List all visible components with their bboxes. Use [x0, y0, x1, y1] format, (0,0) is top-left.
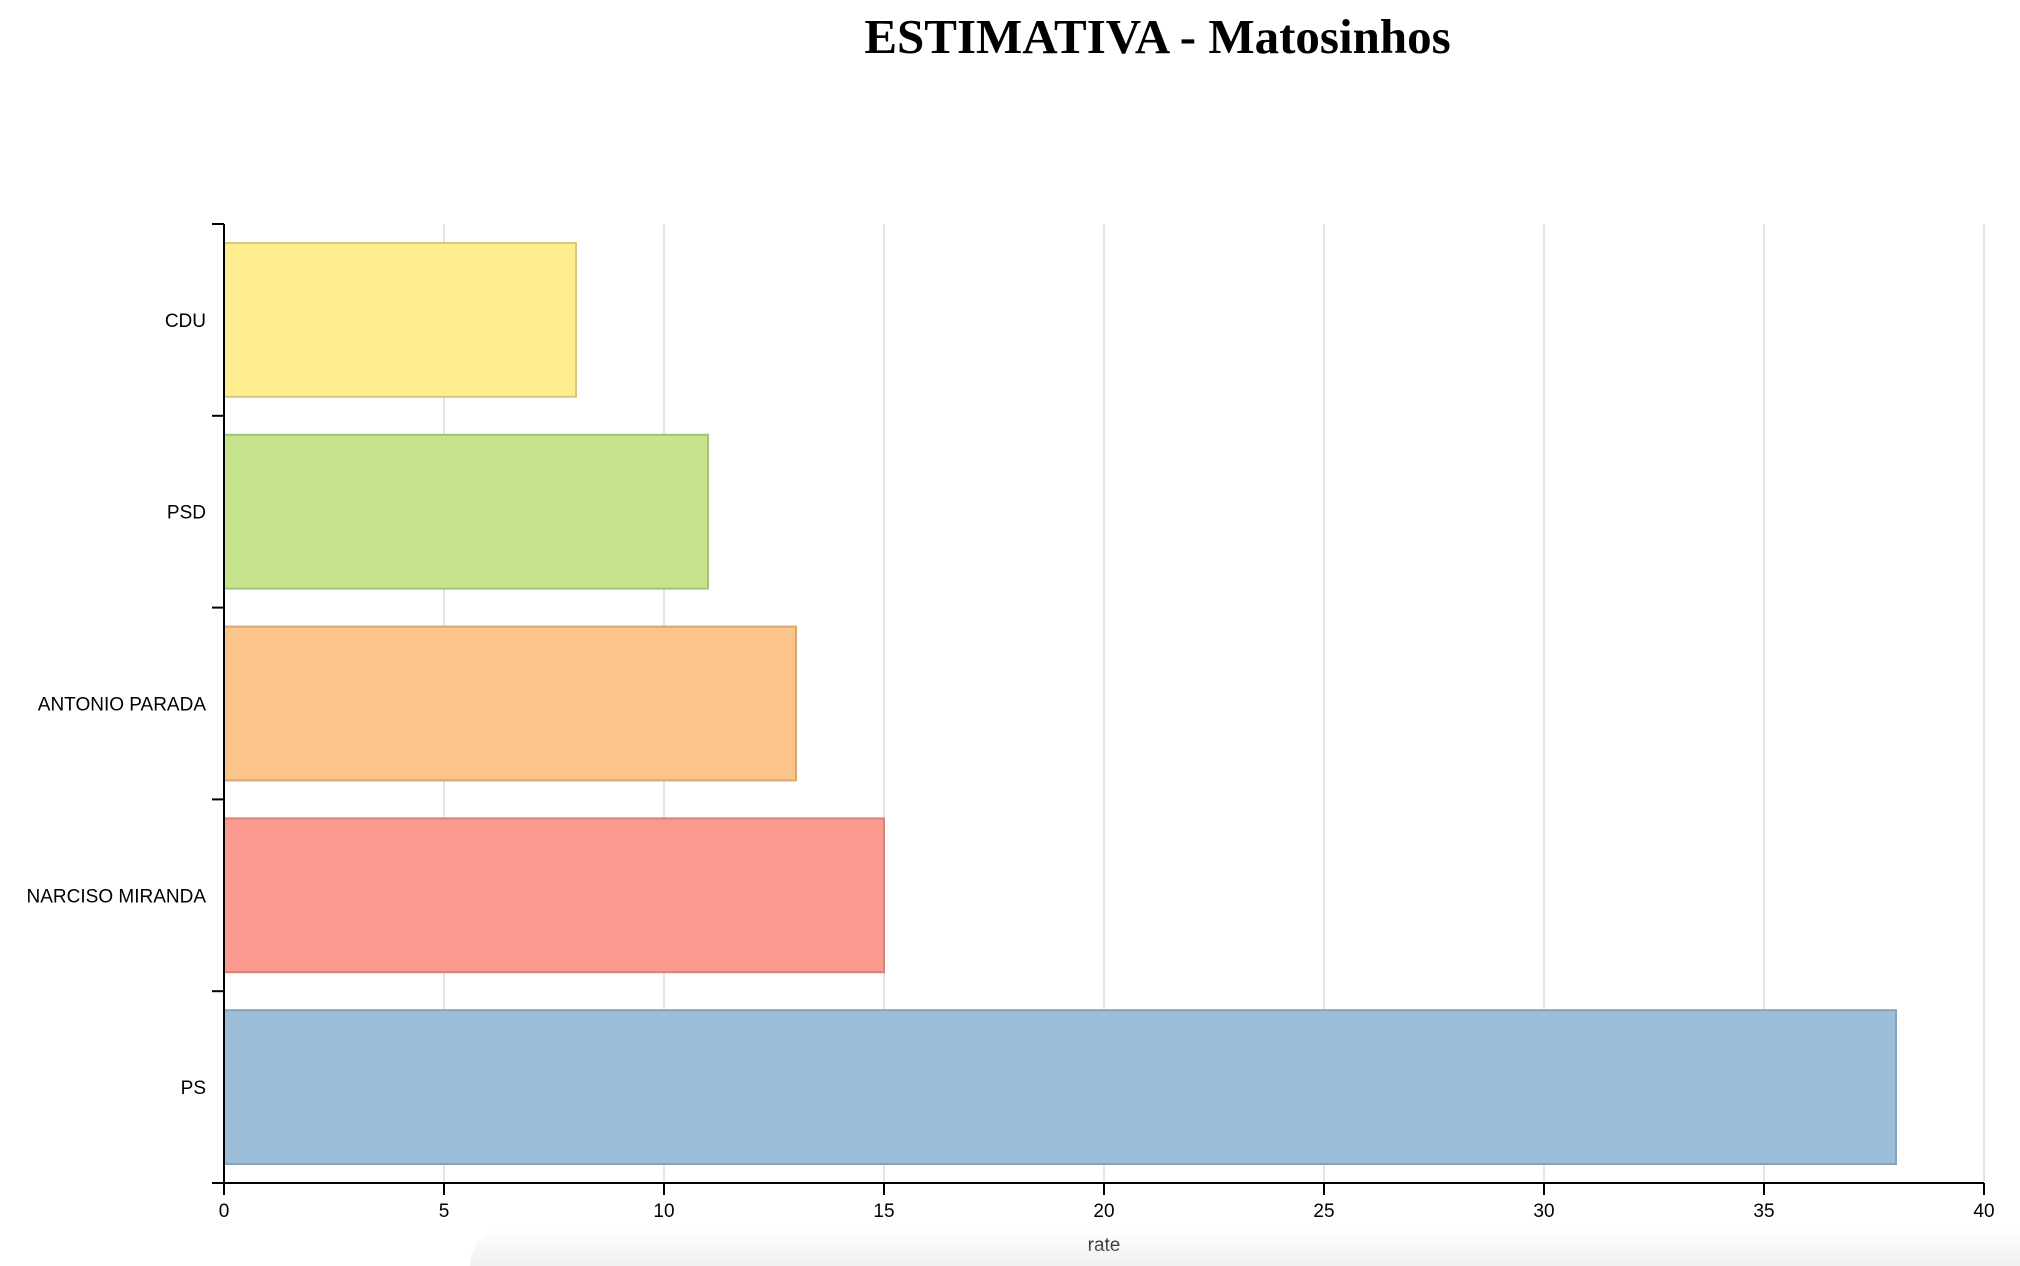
x-tick-label: 0	[219, 1201, 230, 1222]
y-tick-label: ANTONIO PARADA	[38, 695, 207, 716]
bar-antonio-parada	[223, 625, 797, 782]
x-axis: 0 5 10 15 20 25 30 35 40	[219, 1182, 1995, 1222]
window-edge-shadow	[470, 1226, 2020, 1266]
bars	[223, 242, 1897, 1166]
y-tick-label: CDU	[165, 311, 206, 332]
x-tick-label: 15	[873, 1201, 894, 1222]
y-tick-label: PSD	[167, 503, 206, 524]
y-tick-label: NARCISO MIRANDA	[27, 886, 207, 907]
x-tick-label: 40	[1973, 1201, 1994, 1222]
y-axis: CDU PSD ANTONIO PARADA NARCISO MIRANDA PS	[27, 223, 225, 1184]
x-tick-label: 30	[1533, 1201, 1554, 1222]
bar-narciso-miranda	[223, 817, 885, 974]
bar-cdu	[223, 242, 577, 398]
bar-ps	[223, 1009, 1897, 1166]
x-tick-label: 20	[1093, 1201, 1114, 1222]
x-tick-label: 10	[653, 1201, 674, 1222]
x-tick-label: 5	[439, 1201, 450, 1222]
x-tick-label: 25	[1313, 1201, 1334, 1222]
y-tick-label: PS	[181, 1078, 206, 1099]
x-tick-label: 35	[1753, 1201, 1774, 1222]
bar-psd	[223, 433, 709, 590]
chart-title: ESTIMATIVA - Matosinhos	[864, 9, 1451, 64]
